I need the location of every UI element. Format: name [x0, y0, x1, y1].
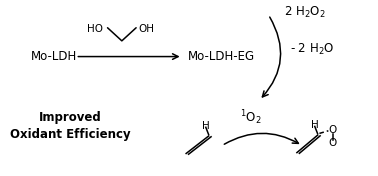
Text: O: O	[328, 138, 337, 148]
FancyArrowPatch shape	[224, 133, 298, 144]
Text: Mo-LDH: Mo-LDH	[31, 50, 77, 63]
Text: Improved
Oxidant Efficiency: Improved Oxidant Efficiency	[10, 111, 130, 141]
Text: OH: OH	[139, 24, 155, 34]
Text: 2 H$_2$O$_2$: 2 H$_2$O$_2$	[284, 5, 326, 20]
Text: - 2 H$_2$O: - 2 H$_2$O	[290, 42, 334, 57]
FancyArrowPatch shape	[262, 17, 280, 97]
Text: H: H	[202, 121, 210, 131]
Text: HO: HO	[87, 24, 103, 34]
Text: H: H	[311, 120, 319, 130]
Text: $^1$O$_2$: $^1$O$_2$	[240, 108, 261, 127]
Text: Mo-LDH-EG: Mo-LDH-EG	[188, 50, 255, 63]
Text: O: O	[328, 125, 337, 135]
